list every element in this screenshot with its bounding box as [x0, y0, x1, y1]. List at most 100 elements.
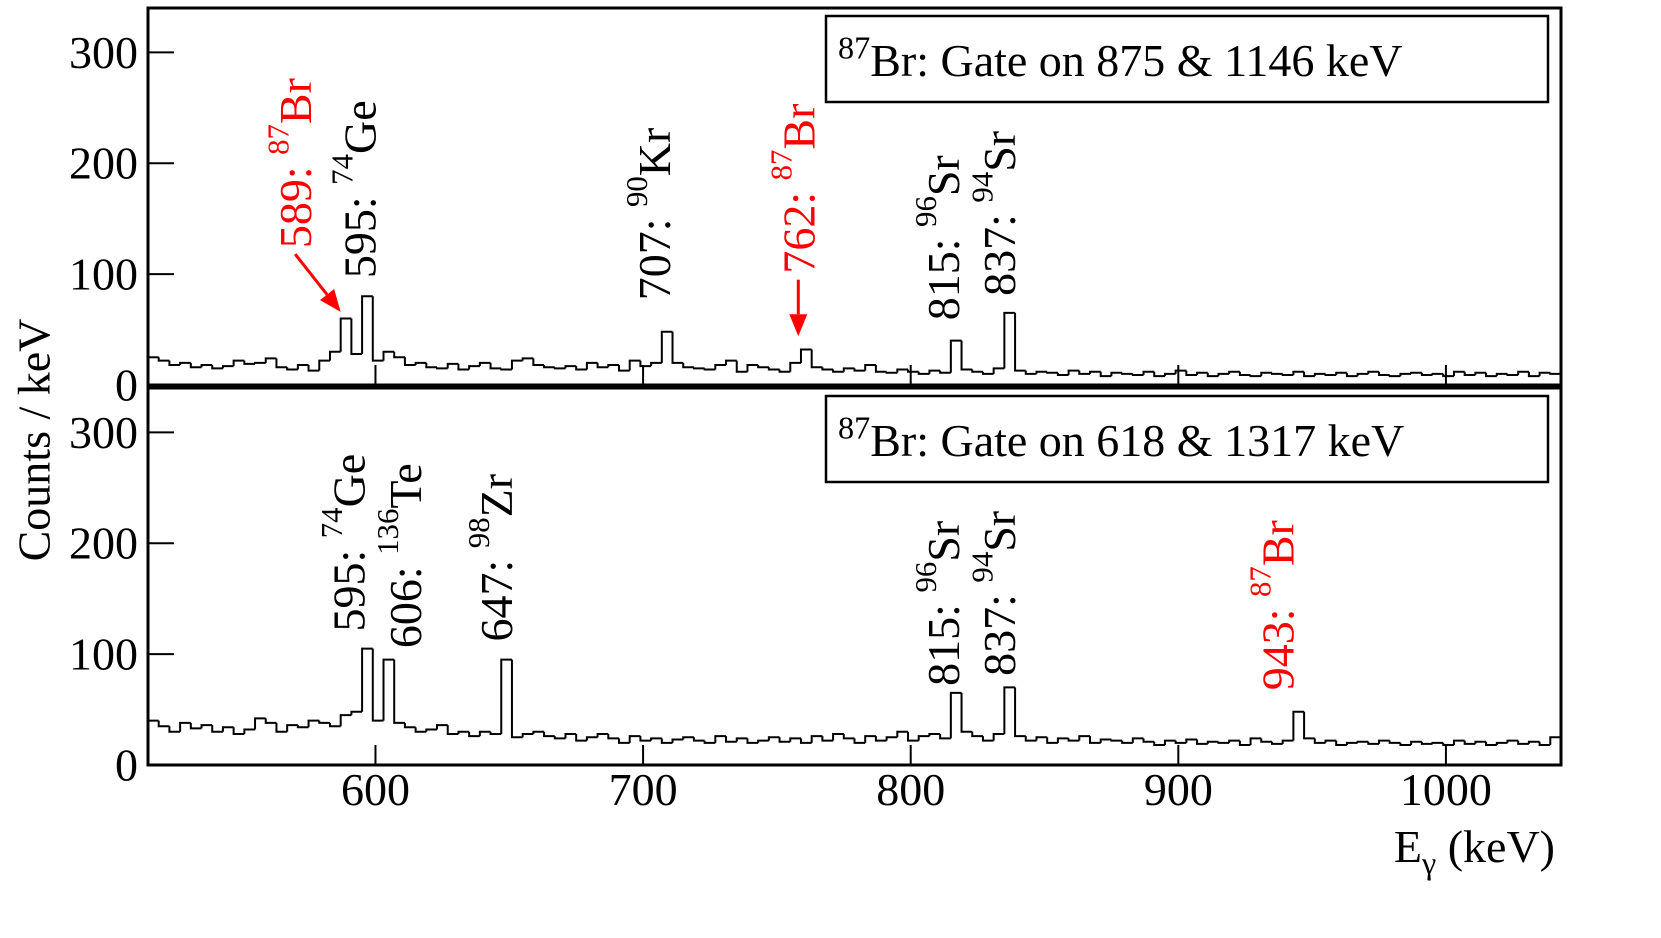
histogram-bin: [1153, 371, 1165, 378]
histogram-bin: [275, 358, 288, 369]
histogram-bin: [671, 738, 684, 743]
histogram-bin: [371, 296, 384, 362]
histogram-bin: [650, 737, 662, 741]
histogram-bin: [1014, 312, 1026, 372]
histogram-bin: [1335, 740, 1347, 747]
histogram-bin: [1452, 370, 1465, 377]
histogram-bin: [725, 359, 737, 366]
histogram-bin: [1185, 738, 1198, 743]
text-part: 94: [965, 552, 999, 583]
text-part: 837:: [974, 583, 1025, 676]
text-part: Br: [773, 104, 824, 150]
text-part: γ: [1421, 845, 1436, 881]
histogram-bin: [1463, 740, 1476, 745]
histogram-bin: [917, 735, 930, 741]
histogram-bin: [211, 725, 223, 733]
histogram-bin: [1249, 737, 1262, 746]
histogram-bin: [1228, 739, 1240, 743]
text-part: 595:: [334, 185, 385, 278]
histogram-bin: [575, 733, 587, 742]
histogram-bin: [907, 369, 919, 373]
histogram-bin: [1281, 739, 1294, 744]
histogram-bin: [510, 359, 523, 370]
histogram-bin: [735, 737, 748, 742]
plot-frame: [146, 6, 1563, 387]
histogram-bin: [221, 726, 234, 732]
histogram-bin: [1142, 738, 1155, 743]
text-part: 87: [838, 30, 870, 66]
text-part: 943:: [1252, 597, 1303, 690]
histogram-bin: [810, 349, 823, 369]
histogram-bin: [168, 726, 181, 733]
histogram-bin: [393, 351, 405, 359]
text-part: 98: [462, 517, 496, 548]
histogram-bin: [1228, 370, 1240, 374]
histogram-bin: [1067, 738, 1080, 742]
histogram-bin: [1121, 372, 1133, 375]
histogram-bin: [1099, 738, 1112, 743]
legend-box: [824, 14, 1550, 104]
histogram-bin: [1046, 371, 1058, 374]
histogram-bin: [1474, 371, 1487, 376]
histogram-bin: [874, 736, 887, 742]
histogram-bin: [992, 732, 1005, 741]
histogram-bin: [596, 362, 609, 369]
histogram-bin: [789, 737, 801, 742]
text-part: Sr: [974, 131, 1025, 172]
text-part: 87: [261, 124, 295, 155]
histogram-bin: [1174, 740, 1187, 744]
histogram-bin: [286, 367, 298, 371]
histogram-bin: [189, 362, 202, 369]
histogram-bin: [874, 365, 887, 373]
text-part: 87: [1244, 566, 1278, 597]
histogram-bin: [971, 369, 983, 373]
histogram-bin: [179, 361, 191, 366]
histogram-bin: [1196, 739, 1208, 745]
text-part: Br: [1252, 520, 1303, 566]
text-part: 94: [965, 172, 999, 203]
histogram-bin: [1485, 741, 1497, 747]
histogram-bin: [500, 658, 512, 734]
histogram-bin: [510, 659, 523, 739]
histogram-bin: [264, 357, 277, 363]
histogram-bin: [757, 365, 769, 369]
histogram-bin: [468, 365, 480, 370]
histogram-bin: [489, 731, 502, 735]
peak-label: 595: 74Ge: [315, 454, 374, 632]
histogram-bin: [1163, 739, 1176, 746]
histogram-bin: [425, 362, 438, 369]
histogram-bin: [200, 364, 213, 368]
histogram-bin: [1270, 372, 1283, 375]
histogram-bin: [939, 733, 951, 740]
histogram-bin: [885, 371, 898, 374]
histogram-bin: [1313, 738, 1326, 744]
histogram-bin: [157, 720, 170, 728]
histogram-bin: [1110, 739, 1123, 742]
histogram-bin: [478, 361, 491, 367]
histogram-bin: [1024, 370, 1037, 375]
text-part: Te: [379, 463, 430, 508]
histogram-bin: [468, 731, 480, 738]
histogram-bin: [789, 361, 801, 372]
histogram-bin: [414, 361, 427, 366]
histogram-bin: [949, 691, 962, 739]
text-part: 647:: [470, 548, 521, 641]
histogram-bin: [1260, 371, 1272, 377]
histogram-bin: [981, 371, 994, 375]
histogram-bin: [1452, 739, 1465, 746]
histogram-bin: [981, 736, 994, 742]
histogram-bin: [778, 737, 791, 743]
histogram-bin: [853, 368, 866, 372]
histogram-bin: [307, 365, 320, 372]
histogram-bin: [1089, 370, 1101, 374]
histogram-bin: [543, 365, 555, 369]
peak-label: 815: 96Sr: [909, 155, 968, 320]
y-tick-label: 100: [69, 629, 138, 680]
histogram-bin: [361, 295, 373, 354]
histogram-bin: [692, 367, 705, 370]
histogram-bin: [960, 692, 973, 733]
histogram-bin: [1420, 372, 1433, 377]
histogram-bin: [1078, 735, 1090, 741]
histogram-bin: [553, 367, 566, 370]
histogram-bin: [189, 722, 202, 730]
